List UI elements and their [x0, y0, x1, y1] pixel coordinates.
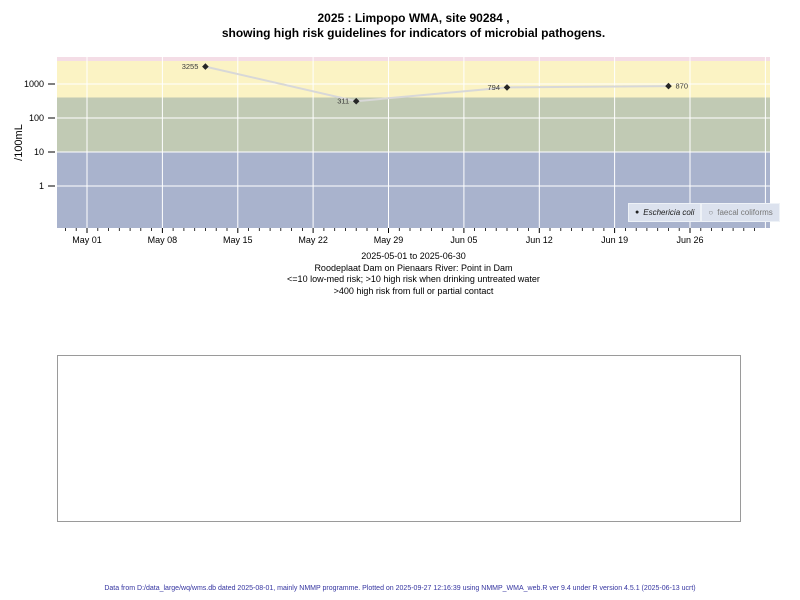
x-tick-label: May 22 — [298, 235, 328, 245]
band-top-strip — [57, 57, 770, 61]
y-tick-label: 1000 — [24, 79, 44, 89]
risk-band — [57, 61, 770, 98]
x-tick-label: May 29 — [374, 235, 404, 245]
y-tick-label: 100 — [29, 113, 44, 123]
data-point-label: 794 — [487, 83, 500, 92]
x-tick-label: May 01 — [72, 235, 102, 245]
y-axis-title: /100mL — [13, 124, 25, 161]
legend-item-ecoli: ● Eschericia coli — [628, 203, 702, 222]
x-tick-label: Jun 19 — [601, 235, 628, 245]
caption-guideline-contact: >400 high risk from full or partial cont… — [333, 285, 494, 296]
data-point-marker — [202, 63, 209, 70]
chart-title: 2025 : Limpopo WMA, site 90284 , showing… — [57, 11, 770, 41]
x-tick-label: May 08 — [148, 235, 178, 245]
chart-caption: 2025-05-01 to 2025-06-30 Roodeplaat Dam … — [57, 251, 770, 297]
data-point-label: 870 — [676, 82, 689, 91]
legend-label-ecoli: Eschericia coli — [643, 208, 695, 217]
x-tick-label: Jun 05 — [450, 235, 477, 245]
chart-canvas: May 01 May 08 May 15 May 22 May 29 Jun 05 Jun … — [13, 57, 770, 245]
footer-provenance: Data from D:/data_large/wq/wms.db dated … — [104, 585, 696, 592]
filled-dot-icon: ● — [635, 209, 640, 216]
x-tick-label: Jun 12 — [526, 235, 553, 245]
caption-site-description: Roodeplaat Dam on Pienaars River: Point … — [314, 262, 513, 273]
y-tick-label: 1 — [39, 181, 44, 191]
data-point-label: 311 — [337, 97, 349, 106]
caption-guideline-drinking: <=10 low-med risk; >10 high risk when dr… — [287, 274, 540, 284]
x-tick-label: Jun 26 — [676, 235, 703, 245]
legend-label-faecal-coliforms: faecal coliforms — [717, 208, 773, 217]
empty-panel — [57, 355, 741, 522]
data-point-marker — [665, 82, 672, 90]
chart-legend: ● Eschericia coli ○ faecal coliforms — [628, 203, 780, 222]
chart-title-line1: 2025 : Limpopo WMA, site 90284 , — [317, 11, 510, 25]
legend-item-faecal-coliforms: ○ faecal coliforms — [701, 203, 780, 222]
x-tick-label: May 15 — [223, 235, 253, 245]
data-point-label: 3255 — [182, 62, 199, 71]
open-circle-icon: ○ — [708, 208, 714, 217]
data-point-marker — [352, 97, 360, 105]
chart-title-line2: showing high risk guidelines for indicat… — [221, 26, 606, 40]
caption-date-range: 2025-05-01 to 2025-06-30 — [361, 251, 466, 261]
risk-band — [57, 97, 770, 152]
y-tick-label: 10 — [34, 147, 44, 157]
data-point-marker — [503, 84, 511, 91]
series-line — [205, 65, 669, 103]
